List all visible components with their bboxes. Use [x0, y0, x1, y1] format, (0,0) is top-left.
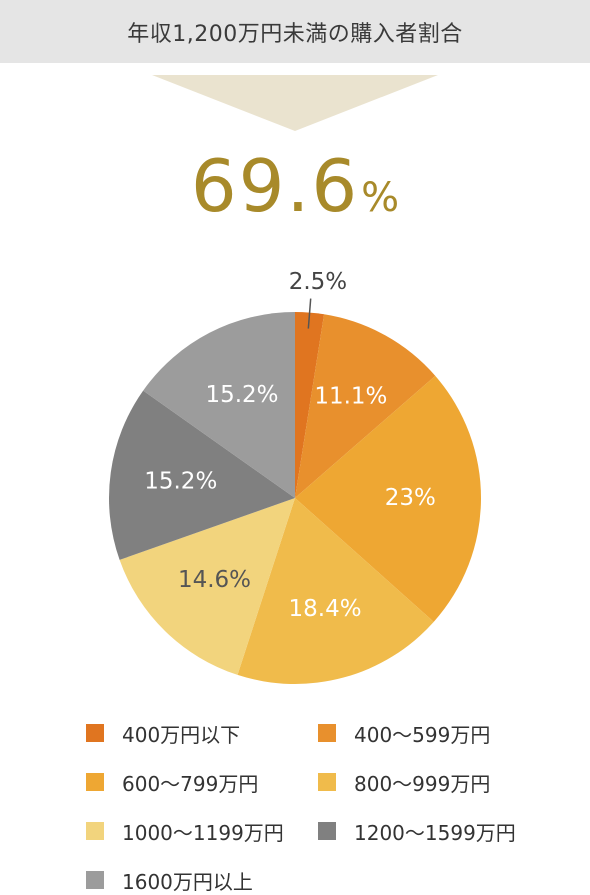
- pie-slice-5: [109, 390, 295, 560]
- headline-percentage: 69.6%: [0, 150, 590, 222]
- legend-item: 400万円以下: [86, 718, 240, 748]
- legend-swatch: [86, 724, 104, 742]
- legend-item: 1000〜1199万円: [86, 816, 284, 846]
- pie-chart: 2.5% 11.1% 23% 18.4% 14.6% 15.2% 15.2%: [109, 269, 482, 684]
- legend-swatch: [318, 724, 336, 742]
- pie-slice-1: [295, 314, 436, 498]
- legend-swatch: [86, 871, 104, 889]
- legend-label: 400〜599万円: [354, 722, 491, 747]
- pie-slice-2: [295, 375, 482, 622]
- legend-swatch: [318, 773, 336, 791]
- legend-item: 1600万円以上: [86, 865, 253, 895]
- slice-label-0: 2.5%: [289, 269, 347, 295]
- slice-label-6: 15.2%: [205, 382, 278, 408]
- pie-slice-6: [143, 312, 295, 498]
- legend-label: 1600万円以上: [122, 869, 253, 894]
- slice-label-4: 14.6%: [178, 567, 251, 593]
- legend-label: 1200〜1599万円: [354, 820, 516, 845]
- headline-value: 69.6: [190, 144, 360, 228]
- legend-label: 800〜999万円: [354, 771, 491, 796]
- header-bar: 年収1,200万円未満の購入者割合: [0, 0, 590, 63]
- legend-swatch: [86, 773, 104, 791]
- pie-slice-4: [119, 498, 295, 675]
- slice-label-2: 23%: [385, 485, 436, 511]
- legend-item: 1200〜1599万円: [318, 816, 516, 846]
- legend-item: 800〜999万円: [318, 767, 490, 797]
- headline-unit: %: [361, 175, 400, 221]
- legend-swatch: [86, 822, 104, 840]
- legend-label: 400万円以下: [122, 722, 241, 747]
- legend-label: 600〜799万円: [122, 771, 259, 796]
- legend-label: 1000〜1199万円: [122, 820, 284, 845]
- down-arrow-shape: [152, 75, 438, 131]
- slice-leader-line-0: [307, 298, 312, 329]
- page-title: 年収1,200万円未満の購入者割合: [127, 21, 463, 47]
- legend-swatch: [318, 822, 336, 840]
- slice-label-5: 15.2%: [144, 469, 217, 495]
- legend-item: 400〜599万円: [318, 718, 490, 748]
- pie-slice-3: [237, 498, 434, 684]
- slice-label-3: 18.4%: [289, 596, 362, 622]
- slice-label-1: 11.1%: [314, 384, 387, 410]
- legend-item: 600〜799万円: [86, 767, 258, 797]
- pie-slice-0: [295, 312, 325, 498]
